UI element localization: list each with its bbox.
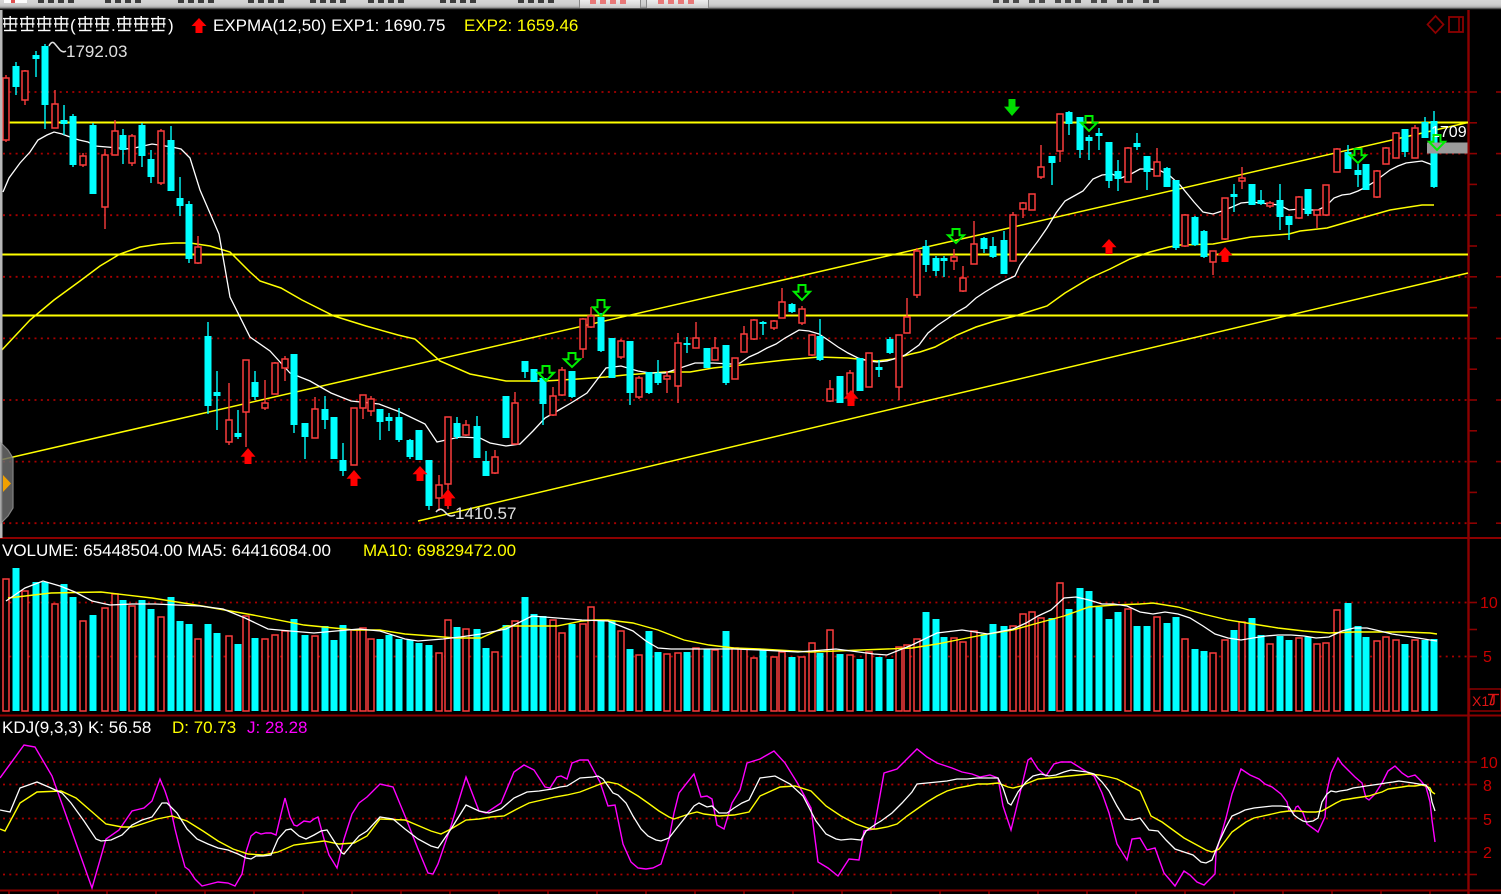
svg-text:EXP2: 1659.46: EXP2: 1659.46 (464, 16, 578, 35)
svg-text:10: 10 (1480, 595, 1498, 612)
svg-text:1792.03: 1792.03 (66, 42, 127, 61)
svg-text:EXPMA(12,50) EXP1: 1690.75: EXPMA(12,50) EXP1: 1690.75 (213, 16, 445, 35)
svg-text:VOLUME: 65448504.00 MA5: 6441: VOLUME: 65448504.00 MA5: 64416084.00 (2, 541, 331, 560)
svg-text:5: 5 (1483, 649, 1492, 666)
svg-text:1410.57: 1410.57 (455, 504, 516, 523)
svg-text:KDJ(9,3,3) K: 56.58: KDJ(9,3,3) K: 56.58 (2, 718, 151, 737)
svg-text:(: ( (70, 16, 76, 35)
svg-text:10: 10 (1480, 755, 1498, 772)
svg-text:): ) (168, 16, 174, 35)
svg-text:MA10: 69829472.00: MA10: 69829472.00 (363, 541, 516, 560)
svg-text:D: 70.73: D: 70.73 (172, 718, 236, 737)
svg-text:X1: X1 (1472, 693, 1489, 709)
svg-text:8: 8 (1483, 778, 1492, 795)
svg-text:2: 2 (1483, 845, 1492, 862)
svg-text:.: . (111, 16, 116, 35)
svg-text:J: 28.28: J: 28.28 (247, 718, 308, 737)
svg-text:5: 5 (1483, 812, 1492, 829)
svg-text:1709: 1709 (1431, 124, 1467, 141)
